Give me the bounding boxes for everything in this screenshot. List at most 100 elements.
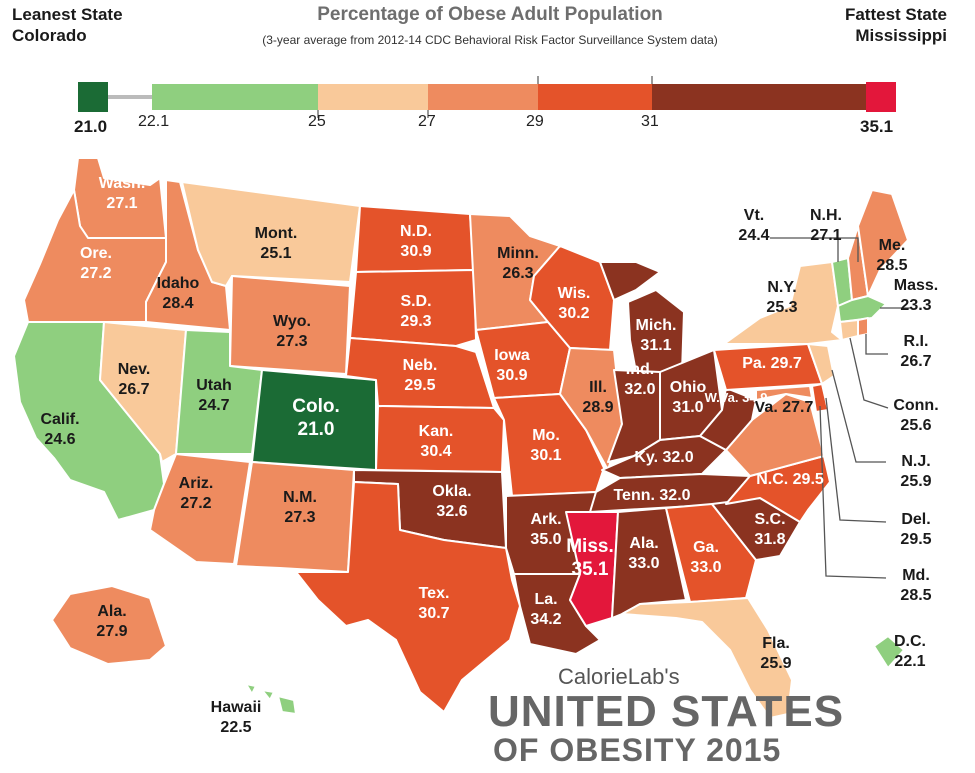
state-label-nj-45: N.J. 25.9	[900, 453, 931, 490]
state-name-text: Iowa	[494, 347, 530, 364]
state-name-text: Calif.	[40, 411, 79, 428]
state-label-minn-17: Minn. 26.3	[497, 245, 539, 282]
legend-min-label: 21.0	[74, 117, 108, 136]
state-name-text: Colo.	[292, 396, 340, 417]
legend-tick-label: 22.1	[138, 113, 170, 130]
state-value-text: 21.0	[298, 419, 335, 440]
state-label-mich-24: Mich. 31.1	[636, 317, 677, 354]
state-label-iowa-18: Iowa 30.9	[494, 347, 530, 384]
state-name-text: Ore.	[80, 245, 112, 262]
legend-band-31-35	[652, 84, 866, 110]
state-label-okla-15: Okla. 32.6	[432, 483, 471, 520]
legend-tick-label: 27	[418, 113, 436, 130]
state-value-text: 24.4	[738, 227, 769, 244]
state-label-nm-10: N.M. 27.3	[283, 489, 317, 526]
leanest-state-name: Colorado	[12, 26, 87, 45]
state-name-text: R.I.	[904, 333, 929, 350]
state-label-miss-29: Miss.35.1	[566, 536, 614, 580]
state-ga[interactable]	[665, 503, 757, 603]
state-value-text: 25.1	[260, 245, 291, 262]
brand-title-line1: UNITED STATES	[488, 687, 845, 736]
state-name-text: Ala.	[97, 603, 126, 620]
state-label-text: Ky. 32.0	[634, 449, 693, 466]
state-label-hawaii-50: Hawaii 22.5	[211, 699, 262, 736]
state-name-text: D.C.	[894, 633, 926, 650]
legend-band-29-31	[538, 84, 652, 110]
state-label-wva-36: W.Va. 34.9	[705, 390, 768, 405]
state-name-text: Ark.	[530, 511, 561, 528]
state-label-ohio-26: Ohio 31.0	[670, 379, 707, 416]
state-kan[interactable]	[375, 405, 505, 473]
state-label-text: Pa. 29.7	[742, 355, 802, 372]
publisher-name: CalorieLab's	[558, 664, 680, 689]
state-label-del-46: Del. 29.5	[900, 511, 931, 548]
state-value-text: 35.1	[572, 559, 609, 580]
state-name-text: Ariz.	[179, 475, 214, 492]
state-label-tenn-28: Tenn. 32.0	[613, 487, 690, 504]
state-label-wis-22: Wis. 30.2	[558, 285, 591, 322]
state-hawaii[interactable]	[245, 683, 297, 715]
legend-swatch-min	[78, 82, 108, 112]
state-label-nd-11: N.D. 30.9	[400, 223, 432, 260]
legend-tick-label: 29	[526, 113, 544, 130]
state-value-text: 28.4	[162, 295, 193, 312]
state-nm[interactable]	[235, 461, 355, 573]
state-label-ariz-9: Ariz. 27.2	[179, 475, 214, 512]
state-name-text: Vt.	[744, 207, 764, 224]
state-name-text: Mont.	[255, 225, 298, 242]
state-name-text: S.C.	[754, 511, 785, 528]
state-value-text: 32.6	[436, 503, 467, 520]
state-value-text: 32.0	[624, 381, 655, 398]
state-md[interactable]	[755, 385, 813, 401]
state-tex[interactable]	[295, 481, 521, 713]
state-label-mass-42: Mass. 23.3	[894, 277, 938, 314]
state-name-text: Wyo.	[273, 313, 311, 330]
state-value-text: 25.6	[900, 417, 931, 434]
callout-line-ri	[865, 334, 888, 355]
state-label-ind-25: Ind. 32.0	[624, 361, 655, 398]
state-name-text: Conn.	[893, 397, 938, 414]
callout-line-nj	[831, 369, 886, 463]
state-value-text: 30.4	[420, 443, 451, 460]
state-value-text: 29.5	[900, 531, 931, 548]
state-value-text: 25.9	[760, 655, 791, 672]
state-value-text: 24.7	[198, 397, 229, 414]
brand-title-line2: OF OBESITY 2015	[493, 732, 782, 768]
state-value-text: 35.0	[530, 531, 561, 548]
state-ri[interactable]	[857, 317, 869, 337]
legend-scale	[78, 76, 896, 118]
fattest-heading: Fattest State	[844, 5, 947, 24]
state-value-text: 30.1	[530, 447, 561, 464]
state-alaska[interactable]	[51, 585, 167, 665]
state-name-text: Minn.	[497, 245, 539, 262]
state-name-text: Ill.	[589, 379, 607, 396]
state-ariz[interactable]	[149, 453, 251, 565]
state-value-text: 22.1	[894, 653, 925, 670]
state-label-ill-23: Ill. 28.9	[582, 379, 613, 416]
state-label-neb-13: Neb. 29.5	[403, 357, 438, 394]
state-value-text: 28.9	[582, 399, 613, 416]
state-label-idaho-3: Idaho 28.4	[157, 275, 200, 312]
legend-tick-label: 31	[641, 113, 659, 130]
state-label-pa-37: Pa. 29.7	[742, 355, 802, 372]
state-label-sd-12: S.D. 29.3	[400, 293, 431, 330]
state-value-text: 31.8	[754, 531, 785, 548]
state-fla[interactable]	[621, 597, 793, 719]
state-name-text: N.J.	[901, 453, 930, 470]
callout-line-del	[825, 397, 887, 523]
state-sd[interactable]	[349, 269, 477, 347]
fattest-state-name: Mississippi	[855, 26, 947, 45]
state-name-text: Idaho	[157, 275, 200, 292]
state-name-text: Wis.	[558, 285, 591, 302]
state-value-text: 27.3	[276, 333, 307, 350]
state-value-text: 30.9	[496, 367, 527, 384]
state-name-text: Nev.	[118, 361, 151, 378]
state-label-md-47: Md. 28.5	[900, 567, 931, 604]
state-label-mont-5: Mont. 25.1	[255, 225, 298, 262]
state-label-ark-20: Ark. 35.0	[530, 511, 561, 548]
legend-max-label: 35.1	[860, 117, 894, 136]
state-label-sc-33: S.C. 31.8	[754, 511, 785, 548]
state-dc[interactable]	[873, 635, 905, 669]
state-name-text: N.Y.	[767, 279, 796, 296]
